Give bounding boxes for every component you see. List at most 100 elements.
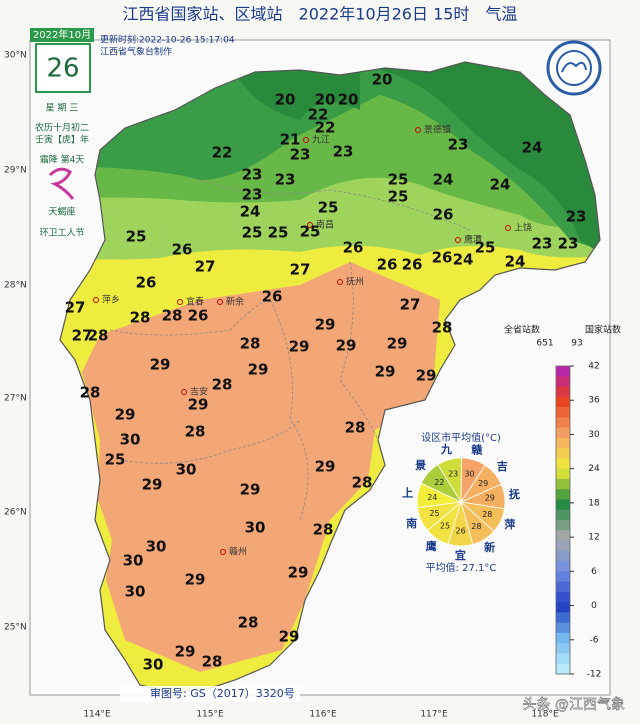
legend-swatch bbox=[556, 417, 570, 429]
temperature: 25 bbox=[242, 224, 263, 242]
legend-swatch bbox=[556, 437, 570, 449]
maker: 江西省气象台制作 bbox=[100, 46, 172, 58]
legend-swatch bbox=[556, 427, 570, 439]
place-marker bbox=[217, 299, 223, 305]
temperature: 25 bbox=[268, 224, 289, 242]
legend-swatch bbox=[556, 407, 570, 418]
pie-value: 28 bbox=[482, 510, 492, 519]
temperature: 24 bbox=[240, 203, 261, 221]
temperature: 29 bbox=[336, 337, 357, 355]
temperature: 26 bbox=[188, 307, 209, 325]
all-count-label: 全省站数 bbox=[504, 324, 540, 336]
temperature: 27 bbox=[290, 261, 311, 279]
month-band bbox=[30, 28, 94, 42]
map-title: 江西省国家站、区域站 2022年10月26日 15时 气温 bbox=[123, 5, 518, 24]
pie-city: 景 bbox=[414, 459, 426, 472]
temperature: 24 bbox=[505, 253, 526, 271]
temperature: 23 bbox=[448, 136, 469, 154]
temperature: 29 bbox=[188, 396, 209, 414]
temperature: 25 bbox=[475, 239, 496, 257]
temperature: 30 bbox=[146, 538, 167, 556]
place-name: 吉安 bbox=[190, 386, 208, 398]
lat-label: 28°N bbox=[4, 281, 27, 291]
festival: 环卫工人节 bbox=[39, 228, 84, 239]
year-name: 壬寅【虎】年 bbox=[35, 134, 89, 146]
lon-label: 114°E bbox=[83, 710, 111, 720]
legend-tick-label: 0 bbox=[591, 601, 597, 611]
temperature: 24 bbox=[490, 176, 511, 194]
legend-swatch bbox=[556, 396, 570, 408]
pie-mean: 平均值: 27.1°C bbox=[426, 561, 497, 574]
temperature: 25 bbox=[105, 451, 126, 469]
approval-bg bbox=[120, 686, 300, 702]
temperature: 26 bbox=[433, 206, 454, 224]
lon-label: 118°E bbox=[531, 710, 559, 720]
legend-swatch bbox=[556, 643, 570, 654]
temperature: 29 bbox=[142, 476, 163, 494]
temperature: 22 bbox=[308, 106, 329, 124]
pie-city: 上 bbox=[402, 486, 413, 500]
lat-label: 30°N bbox=[4, 51, 27, 61]
temperature: 29 bbox=[175, 643, 196, 661]
place-marker bbox=[337, 279, 343, 285]
temperature: 29 bbox=[115, 406, 136, 424]
legend-tick-label: 36 bbox=[588, 396, 600, 406]
pie-value: 28 bbox=[471, 522, 481, 531]
legend-swatch bbox=[556, 550, 570, 562]
temperature: 23 bbox=[242, 186, 263, 204]
lon-label: 115°E bbox=[196, 710, 224, 720]
legend-swatch bbox=[556, 612, 570, 624]
temperature: 25 bbox=[318, 199, 339, 217]
place-name: 景德镇 bbox=[424, 124, 451, 136]
all-count: 651 bbox=[536, 339, 553, 349]
place-name: 新余 bbox=[226, 296, 244, 308]
legend-swatch bbox=[556, 602, 570, 613]
temperature: 26 bbox=[402, 256, 423, 274]
pie-value: 29 bbox=[485, 494, 495, 503]
temperature: 25 bbox=[300, 223, 321, 241]
temperature: 30 bbox=[245, 519, 266, 537]
lunar-date: 农历十月初二 bbox=[35, 122, 89, 134]
legend-swatch bbox=[556, 468, 570, 480]
temperature: 28 bbox=[238, 614, 259, 632]
pie-city: 鹰 bbox=[426, 539, 437, 553]
temperature: 29 bbox=[240, 481, 261, 499]
place-marker bbox=[93, 297, 99, 303]
temperature: 30 bbox=[143, 656, 164, 674]
temperature: 29 bbox=[288, 564, 309, 582]
pie-value: 23 bbox=[448, 470, 458, 479]
temperature: 28 bbox=[80, 384, 101, 402]
temperature: 23 bbox=[558, 235, 579, 253]
legend-swatch bbox=[556, 376, 570, 388]
temperature: 23 bbox=[566, 208, 587, 226]
legend-swatch bbox=[556, 561, 570, 572]
pie-value: 25 bbox=[440, 522, 450, 531]
zodiac: 天蝎座 bbox=[48, 206, 75, 218]
lat-label: 27°N bbox=[4, 394, 27, 404]
temperature: 30 bbox=[125, 583, 146, 601]
temperature: 29 bbox=[375, 363, 396, 381]
temperature: 25 bbox=[388, 171, 409, 189]
solar-term: 霜降 第4天 bbox=[40, 154, 85, 166]
temperature: 26 bbox=[432, 249, 453, 267]
temperature: 28 bbox=[240, 335, 261, 353]
weekday: 星 期 三 bbox=[46, 103, 79, 114]
temperature: 22 bbox=[315, 119, 336, 137]
national-count-label: 国家站数 bbox=[585, 324, 621, 336]
legend-tick-label: -6 bbox=[590, 635, 599, 645]
place-name: 宜春 bbox=[186, 296, 204, 308]
place-name: 萍乡 bbox=[102, 295, 120, 306]
place-name: 赣州 bbox=[229, 546, 247, 558]
temperature: 20 bbox=[372, 71, 393, 89]
lat-label: 26°N bbox=[4, 508, 27, 518]
update-time: 更新时刻:2022-10-26 15:17:04 bbox=[100, 34, 235, 46]
place-marker bbox=[181, 389, 187, 395]
temperature: 25 bbox=[388, 188, 409, 206]
pie-title: 设区市平均值(°C) bbox=[421, 431, 501, 444]
temperature: 24 bbox=[522, 139, 543, 157]
legend-tick-label: -12 bbox=[587, 670, 602, 680]
legend-swatch bbox=[556, 632, 570, 644]
pie-slice bbox=[420, 464, 463, 503]
legend-swatch bbox=[556, 571, 570, 583]
